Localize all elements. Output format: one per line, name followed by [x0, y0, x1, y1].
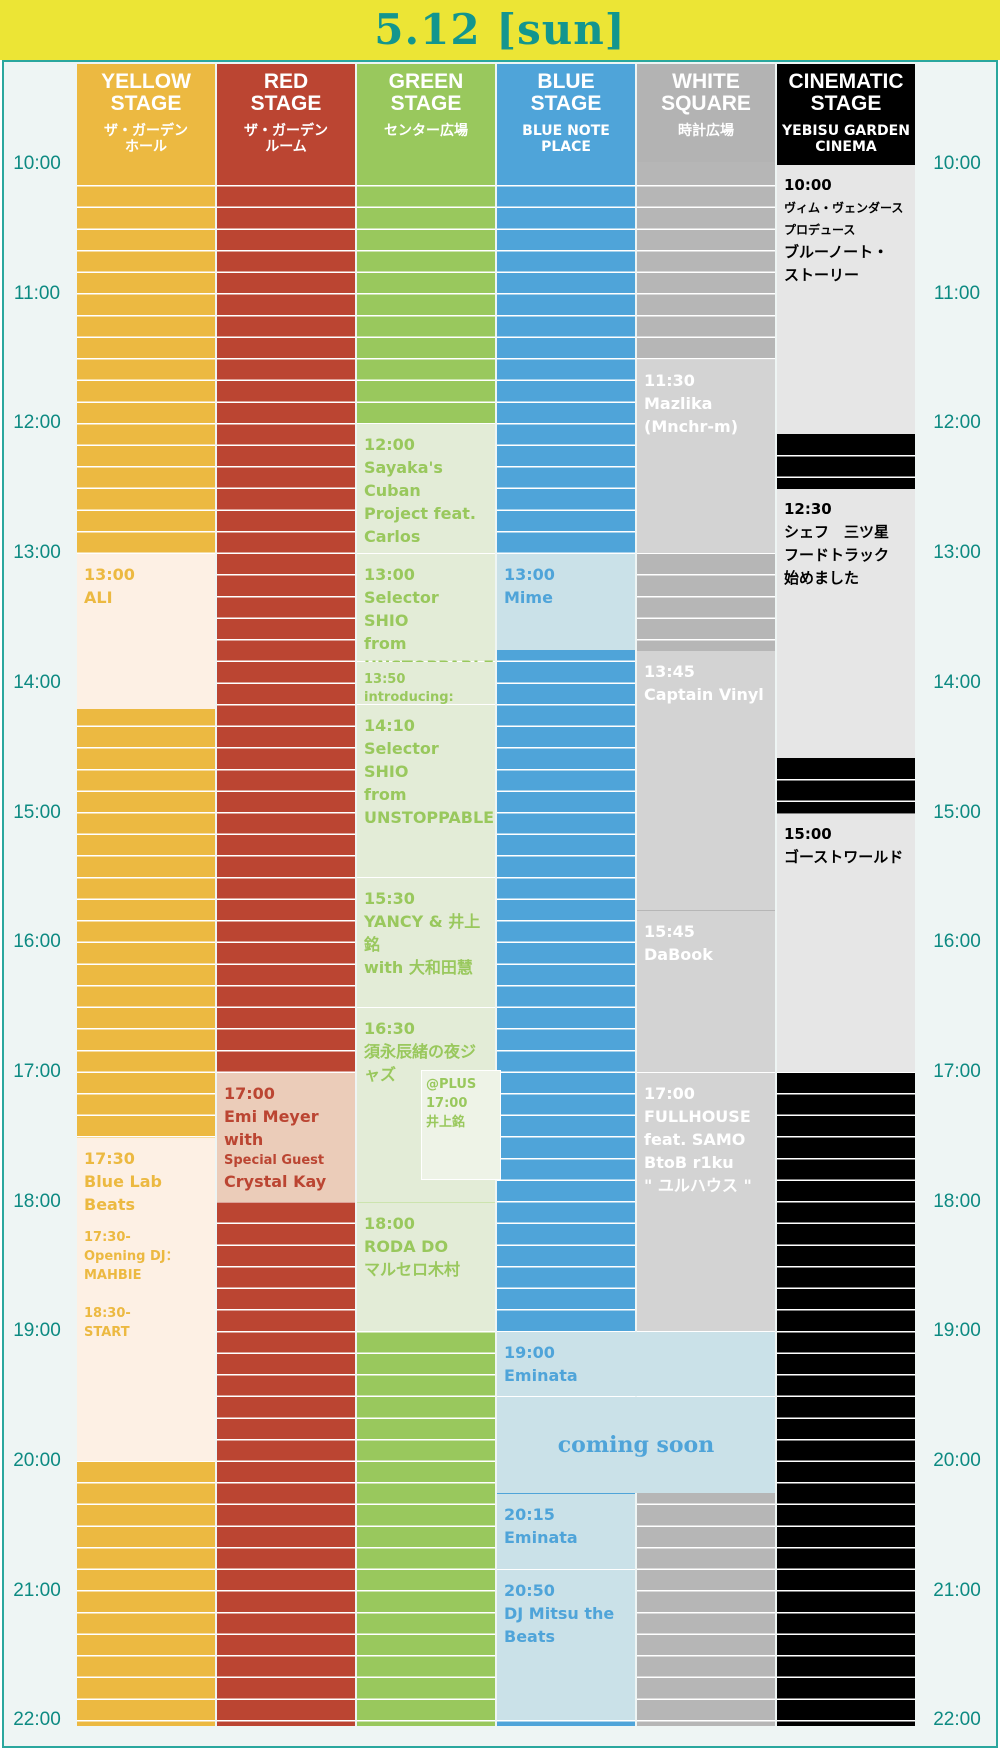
event-note: ヴィム・ヴェンダース プロデュース — [784, 201, 904, 237]
event-title: 20:15 Eminata — [504, 1505, 578, 1548]
event-title: 19:00 Eminata — [504, 1343, 578, 1386]
event-title: 14:10 Selector SHIO from UNSTOPPABLE — [364, 716, 495, 828]
time-label-left: 13:00 — [13, 542, 61, 564]
time-label-right: 15:00 — [933, 801, 981, 823]
stage-header: WHITE SQUARE 時計広場 — [637, 64, 775, 162]
event-title: 13:45 Captain Vinyl — [644, 662, 764, 705]
stage-venue: YEBISU GARDEN CINEMA — [782, 123, 910, 155]
stage-name: YELLOW STAGE — [101, 70, 191, 115]
time-label-left: 19:00 — [13, 1320, 61, 1342]
time-label-left: 15:00 — [13, 801, 61, 823]
event-title: 17:30 Blue Lab Beats — [84, 1148, 162, 1214]
event-title: 17:00 FULLHOUSE feat. SAMO BtoB r1ku " ユ… — [644, 1083, 752, 1195]
event-title: 15:30 YANCY & 井上銘 with 大和田慧 — [364, 889, 481, 978]
event-title-2: Crystal Kay — [224, 1171, 327, 1191]
stage-venue: ザ・ガーデン ホール — [104, 123, 188, 155]
stage-column-track — [217, 162, 355, 1726]
event-title: 18:00 RODA DO マルセロ木村 — [364, 1213, 461, 1279]
event-title: 15:45 DaBook — [644, 921, 713, 964]
stage-venue: ザ・ガーデン ルーム — [244, 123, 328, 155]
stage-name: BLUE STAGE — [530, 70, 602, 115]
event-title: 13:00 Selector SHIO from UNSTOPPABLE — [364, 565, 494, 676]
time-label-right: 13:00 — [933, 542, 981, 564]
event-title: 12:30 シェフ 三ツ星 フードトラック 始めました — [784, 500, 890, 588]
event-title: 20:50 DJ Mitsu the Beats — [504, 1581, 615, 1647]
timetable-event[interactable]: 13:00 Mime — [497, 554, 635, 651]
timetable-event[interactable]: 13:50 introducing: momo horii — [357, 662, 495, 723]
event-title: 13:00 ALI — [84, 565, 135, 608]
time-label-right: 20:00 — [933, 1450, 981, 1471]
time-label-left: 10:00 — [13, 153, 61, 174]
stage-header: BLUE STAGE BLUE NOTE PLACE — [497, 64, 635, 162]
stage-venue: 時計広場 — [678, 123, 734, 139]
time-label-right: 16:00 — [933, 931, 981, 953]
time-label-left: 14:00 — [13, 671, 61, 693]
timetable-event[interactable]: 15:30 YANCY & 井上銘 with 大和田慧 — [357, 878, 495, 1008]
timetable-event[interactable]: 17:30 Blue Lab Beats 17:30- Opening DJ：MA… — [77, 1137, 215, 1461]
event-note: 17:30- Opening DJ：MAHBIE 18:30- START — [84, 1229, 179, 1340]
timetable-event[interactable]: 17:00 Emi Meyer with Special Guest Crystal… — [217, 1072, 355, 1202]
time-label-left: 12:00 — [13, 412, 61, 434]
event-title: 17:00 Emi Meyer with — [224, 1083, 319, 1149]
time-label-left: 22:00 — [13, 1709, 61, 1731]
timetable-event[interactable]: 13:00 ALI — [77, 554, 215, 709]
event-note: @PLUS 17:00 井上銘 — [421, 1070, 501, 1181]
timetable-event[interactable]: 15:45 DaBook — [637, 910, 775, 1072]
stage-header: YELLOW STAGE ザ・ガーデン ホール — [77, 64, 215, 162]
timetable-event[interactable]: 13:00 Selector SHIO from UNSTOPPABLE — [357, 554, 495, 676]
timetable-event[interactable]: 15:00 ゴーストワールド — [777, 813, 915, 1072]
timetable-event[interactable]: 11:30 Mazlika (Mnchr-m) — [637, 359, 775, 554]
stage-name: WHITE SQUARE — [661, 70, 751, 115]
event-title: 11:30 Mazlika (Mnchr-m) — [644, 370, 739, 436]
timetable-event[interactable]: 20:50 DJ Mitsu the Beats — [497, 1570, 635, 1721]
time-label-right: 11:00 — [933, 282, 981, 304]
cinema-break — [777, 759, 915, 814]
stage-header: CINEMATIC STAGE YEBISU GARDEN CINEMA — [777, 64, 915, 162]
time-label-right: 14:00 — [933, 671, 981, 693]
stage-name: GREEN STAGE — [388, 70, 464, 115]
time-label-right: 22:00 — [933, 1709, 981, 1731]
time-label-right: 18:00 — [933, 1190, 981, 1212]
time-label-right: 21:00 — [933, 1579, 981, 1601]
time-label-right: 10:00 — [933, 153, 981, 174]
stage-venue: センター広場 — [384, 123, 468, 139]
timetable-event[interactable]: 20:15 Eminata — [497, 1494, 635, 1570]
time-label-right: 17:00 — [933, 1060, 981, 1082]
timetable-event[interactable]: 16:30 須永辰緒の夜ジャズ @PLUS 17:00 井上銘 — [357, 1008, 501, 1202]
date-header: 5.12 [sun] — [0, 0, 1000, 60]
event-title-2: ブルーノート・ ストーリー — [784, 243, 889, 284]
event-title: 15:00 ゴーストワールド — [784, 824, 904, 866]
stage-header: RED STAGE ザ・ガーデン ルーム — [217, 64, 355, 162]
time-label-left: 17:00 — [13, 1060, 61, 1082]
timetable-event[interactable]: 17:00 FULLHOUSE feat. SAMO BtoB r1ku " ユ… — [637, 1072, 775, 1332]
stage-venue: BLUE NOTE PLACE — [522, 123, 610, 155]
time-label-left: 16:00 — [13, 931, 61, 953]
event-title: 12:00 Sayaka's Cuban Project feat. Carlo… — [364, 435, 476, 547]
time-label-right: 12:00 — [933, 412, 981, 434]
time-label-left: 20:00 — [13, 1450, 61, 1471]
timetable-event[interactable]: 10:00 ヴィム・ヴェンダース プロデュースブルーノート・ ストーリー — [777, 165, 915, 435]
stage-name: RED STAGE — [250, 70, 322, 115]
cinema-break — [777, 435, 915, 490]
time-label-left: 18:00 — [13, 1190, 61, 1212]
coming-soon-block: coming soon — [497, 1397, 775, 1494]
time-label-left: 21:00 — [13, 1579, 61, 1601]
stage-name: CINEMATIC STAGE — [788, 70, 904, 115]
timetable-event[interactable]: 12:30 シェフ 三ツ星 フードトラック 始めました — [777, 489, 915, 759]
timetable-event[interactable]: 18:00 RODA DO マルセロ木村 — [357, 1202, 495, 1332]
timetable-event[interactable]: 14:10 Selector SHIO from UNSTOPPABLE — [357, 705, 495, 878]
timetable-event[interactable]: 13:45 Captain Vinyl — [637, 651, 775, 910]
event-title: 13:00 Mime — [504, 565, 555, 608]
timetable-event[interactable]: 19:00 Eminata — [497, 1332, 775, 1397]
event-title: 16:30 須永辰緒の夜ジャズ — [364, 1019, 477, 1085]
date-title: 5.12 [sun] — [374, 5, 626, 54]
stage-column-track — [77, 162, 215, 1726]
timetable-event[interactable]: 12:00 Sayaka's Cuban Project feat. Carlo… — [357, 424, 495, 554]
time-label-right: 19:00 — [933, 1320, 981, 1342]
stage-header: GREEN STAGE センター広場 — [357, 64, 495, 162]
time-label-left: 11:00 — [13, 282, 61, 304]
event-title: 10:00 — [784, 176, 832, 194]
event-note: Special Guest — [224, 1152, 325, 1168]
